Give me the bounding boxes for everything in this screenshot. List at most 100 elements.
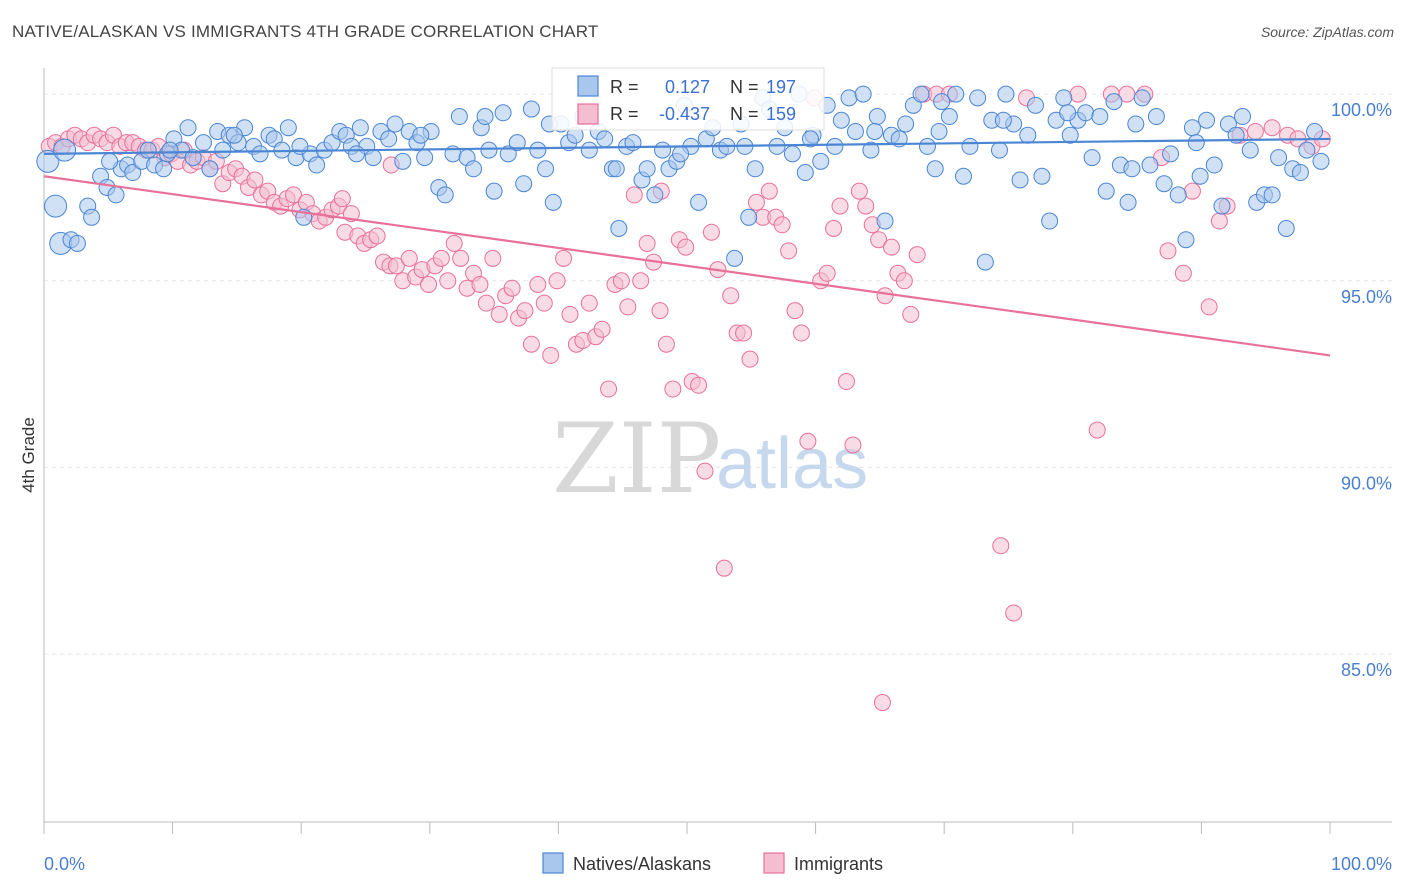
point-natives-85: [646, 186, 664, 204]
point-immigrants-97: [664, 380, 682, 398]
point-natives-48: [380, 130, 398, 148]
point-natives-186: [476, 108, 494, 126]
point-immigrants-61: [432, 249, 450, 267]
point-immigrants-93: [638, 234, 656, 252]
point-immigrants-135: [908, 246, 926, 264]
point-natives-46: [364, 149, 382, 167]
point-immigrants-155: [1246, 122, 1264, 140]
point-natives-34: [279, 119, 297, 137]
stats-n-label-natives: N =: [730, 77, 759, 97]
point-natives-50: [394, 152, 412, 170]
point-natives-148: [1097, 182, 1115, 200]
point-natives-96: [726, 249, 744, 267]
point-natives-69: [529, 141, 547, 159]
point-natives-142: [1055, 89, 1073, 107]
point-natives-163: [1205, 156, 1223, 174]
stats-r-value-natives: 0.127: [665, 77, 710, 97]
point-natives-173: [1277, 220, 1295, 238]
y-tick-label-3: 100.0%: [1331, 100, 1392, 120]
point-natives-66: [508, 134, 526, 152]
y-axis-label: 4th Grade: [19, 417, 38, 493]
point-natives-154: [1141, 156, 1159, 174]
point-natives-80: [610, 220, 628, 238]
point-immigrants-123: [831, 197, 849, 215]
point-natives-115: [862, 141, 880, 159]
point-natives-139: [1033, 167, 1051, 185]
point-immigrants-76: [529, 275, 547, 293]
point-natives-16: [155, 160, 173, 178]
point-natives-147: [1091, 108, 1109, 126]
point-natives-140: [1041, 212, 1059, 230]
point-immigrants-54: [387, 257, 405, 275]
point-natives-98: [740, 208, 758, 226]
trend-lines: [43, 137, 1331, 357]
point-natives-1: [44, 194, 68, 218]
point-natives-113: [846, 122, 864, 140]
point-natives-195: [1059, 104, 1077, 122]
point-natives-157: [1162, 145, 1180, 163]
point-natives-123: [918, 137, 936, 155]
point-immigrants-72: [503, 279, 521, 297]
point-natives-56: [436, 186, 454, 204]
point-natives-149: [1105, 93, 1123, 111]
y-tick-label-2: 95.0%: [1341, 287, 1392, 307]
point-natives-60: [465, 160, 483, 178]
point-natives-155: [1147, 108, 1165, 126]
point-immigrants-129: [870, 231, 888, 249]
point-immigrants-142: [1069, 85, 1087, 103]
point-natives-152: [1127, 115, 1145, 133]
point-natives-9: [107, 186, 125, 204]
point-immigrants-109: [741, 350, 759, 368]
point-immigrants-77: [535, 294, 553, 312]
point-natives-108: [812, 152, 830, 170]
point-natives-127: [947, 85, 965, 103]
point-natives-104: [783, 145, 801, 163]
point-natives-110: [826, 137, 844, 155]
stats-n-value-natives: 197: [766, 77, 796, 97]
point-natives-172: [1270, 149, 1288, 167]
point-immigrants-67: [471, 275, 489, 293]
point-natives-99: [746, 160, 764, 178]
point-immigrants-38: [284, 186, 302, 204]
point-immigrants-125: [844, 436, 862, 454]
point-natives-131: [976, 253, 994, 271]
point-natives-49: [386, 115, 404, 133]
point-natives-179: [53, 138, 77, 162]
x-tick-label-max: 100.0%: [1331, 854, 1392, 874]
point-natives-0: [36, 149, 60, 173]
point-natives-158: [1169, 186, 1187, 204]
point-natives-133: [990, 141, 1008, 159]
point-immigrants-63: [445, 234, 463, 252]
point-immigrants-133: [895, 272, 913, 290]
point-immigrants-110: [747, 193, 765, 211]
point-natives-161: [1191, 167, 1209, 185]
point-natives-25: [214, 141, 232, 159]
point-immigrants-131: [882, 238, 900, 256]
stats-swatch-natives: [577, 75, 599, 97]
y-tick-labels: 85.0% 90.0% 95.0% 100.0%: [1331, 100, 1392, 680]
point-natives-112: [840, 89, 858, 107]
point-natives-44: [351, 119, 369, 137]
point-natives-151: [1119, 193, 1137, 211]
legend-swatch-natives: [542, 852, 564, 874]
point-immigrants-64: [452, 249, 470, 267]
point-natives-164: [1213, 197, 1231, 215]
point-immigrants-78: [542, 346, 560, 364]
point-immigrants-152: [1210, 212, 1228, 230]
point-immigrants-101: [690, 376, 708, 394]
point-natives-128: [954, 167, 972, 185]
point-natives-159: [1177, 231, 1195, 249]
point-natives-64: [494, 104, 512, 122]
x-ticks: [43, 822, 1331, 834]
point-immigrants-69: [484, 249, 502, 267]
point-natives-177: [1306, 122, 1324, 140]
point-immigrants-51: [368, 227, 386, 245]
point-immigrants-56: [400, 249, 418, 267]
point-immigrants-87: [600, 380, 618, 398]
point-immigrants-80: [555, 249, 573, 267]
point-immigrants-92: [632, 272, 650, 290]
point-natives-156: [1155, 175, 1173, 193]
point-immigrants-126: [850, 182, 868, 200]
point-immigrants-62: [439, 272, 457, 290]
